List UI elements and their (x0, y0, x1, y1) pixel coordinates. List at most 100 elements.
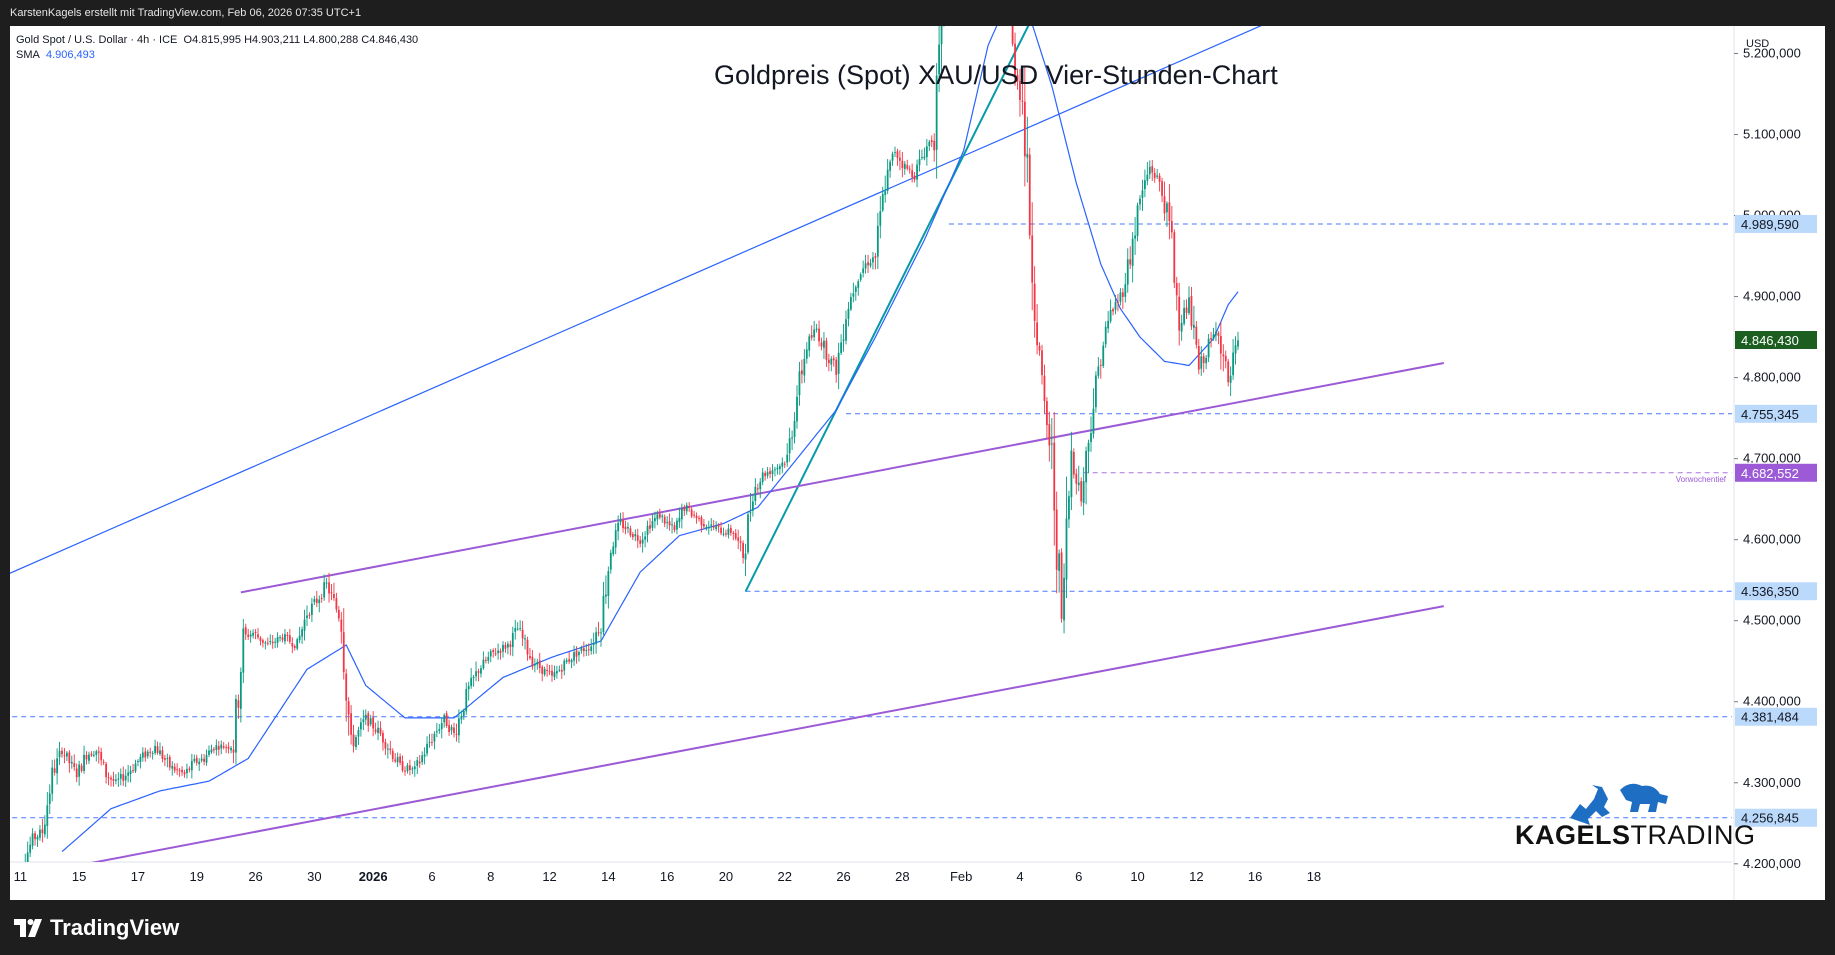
price-label-bg (1735, 404, 1817, 423)
candle-body (458, 718, 460, 736)
candle-body (1021, 100, 1024, 102)
plot-area[interactable] (3, 0, 1732, 880)
candle-body (467, 686, 470, 690)
candle-body (1222, 354, 1225, 357)
candle-body (78, 764, 81, 777)
candle-body (97, 751, 100, 753)
candle-body (68, 752, 71, 764)
candle-body (700, 517, 703, 526)
y-tick-label: 4.200,000 (1743, 856, 1801, 871)
candle-body (345, 673, 348, 701)
candle-body (262, 640, 264, 643)
candle-body (693, 514, 695, 516)
candle-body (771, 470, 774, 475)
candle-body (477, 671, 480, 673)
candle-body (1197, 346, 1200, 370)
candle-body (791, 437, 793, 439)
candle-body (644, 536, 646, 540)
candle-body (918, 158, 921, 166)
candle-body (499, 650, 502, 653)
y-axis-unit[interactable]: USD (1746, 38, 1770, 50)
tradingview-logo[interactable]: TradingView (14, 912, 179, 944)
candle-body (127, 772, 130, 776)
candle-body (293, 646, 296, 648)
candle-body (247, 634, 250, 637)
candle-body (930, 140, 933, 143)
candle-body (1033, 283, 1036, 321)
candle-body (810, 334, 813, 338)
candle-body (401, 761, 404, 771)
candle-body (313, 599, 316, 603)
candle-body (237, 700, 240, 708)
candle-body (815, 328, 818, 330)
x-tick-label: 6 (428, 869, 435, 884)
candle-body (1124, 284, 1127, 297)
candle-body (627, 526, 629, 529)
candle-body (254, 631, 257, 634)
candle-body (1050, 443, 1053, 445)
candle-body (590, 646, 593, 651)
candle-body (276, 637, 279, 643)
candle-body (847, 308, 850, 319)
candle-body (1082, 481, 1085, 503)
x-tick-label: 2026 (359, 869, 388, 884)
candle-body (1070, 450, 1073, 498)
candle-body (1112, 309, 1114, 312)
candle-body (933, 140, 936, 151)
candle-body (492, 650, 495, 653)
candle-body (134, 763, 137, 772)
candle-body (181, 769, 183, 773)
candle-body (367, 713, 370, 726)
candle-body (83, 754, 85, 771)
candle-body (372, 717, 375, 729)
candle-body (575, 650, 578, 657)
candle-body (827, 359, 830, 364)
candle-body (480, 668, 482, 674)
candle-body (1161, 181, 1163, 196)
candle-body (394, 759, 397, 762)
candle-body (63, 755, 66, 757)
candle-body (663, 516, 666, 524)
candle-body (553, 672, 556, 678)
candle-body (629, 528, 632, 536)
candle-body (1072, 451, 1075, 475)
candle-body (803, 358, 806, 376)
candle-body (1170, 221, 1173, 233)
candle-body (845, 319, 847, 341)
chart-title: Goldpreis (Spot) XAU/USD Vier-Stunden-Ch… (714, 60, 1278, 90)
sma-line (61, 26, 1239, 853)
candle-body (1095, 375, 1097, 408)
candle-body (308, 614, 311, 616)
candle-body (43, 824, 46, 835)
candle-body (259, 637, 262, 642)
candle-body (235, 698, 237, 753)
price-label: 4.755,345 (1741, 407, 1799, 422)
candle-body (409, 765, 411, 770)
price-label: 4.256,845 (1741, 811, 1799, 826)
candle-body (1075, 473, 1078, 484)
legend-sma-row[interactable]: SMA 4.906,493 (16, 48, 418, 63)
price-level-note: Vorwochentief (1676, 475, 1727, 484)
y-tick-label: 4.300,000 (1743, 775, 1801, 790)
candle-body (737, 537, 740, 541)
candle-body (796, 396, 798, 422)
candle-body (298, 635, 301, 641)
candle-body (661, 515, 664, 517)
candle-body (105, 763, 107, 778)
candle-body (854, 287, 857, 292)
y-tick-label: 5.100,000 (1743, 127, 1801, 142)
x-tick-label: 10 (1130, 869, 1144, 884)
x-tick-label: 8 (487, 869, 494, 884)
candle-body (362, 719, 365, 723)
candle-body (869, 263, 872, 266)
candle-body (494, 653, 497, 655)
candle-body (514, 628, 517, 632)
x-tick-label: 11 (14, 869, 28, 884)
candle-body (646, 526, 649, 535)
candle-body (1104, 326, 1107, 345)
price-label-bg (1735, 582, 1817, 601)
candle-body (1048, 424, 1051, 446)
candle-body (418, 761, 421, 764)
candle-body (538, 660, 541, 668)
